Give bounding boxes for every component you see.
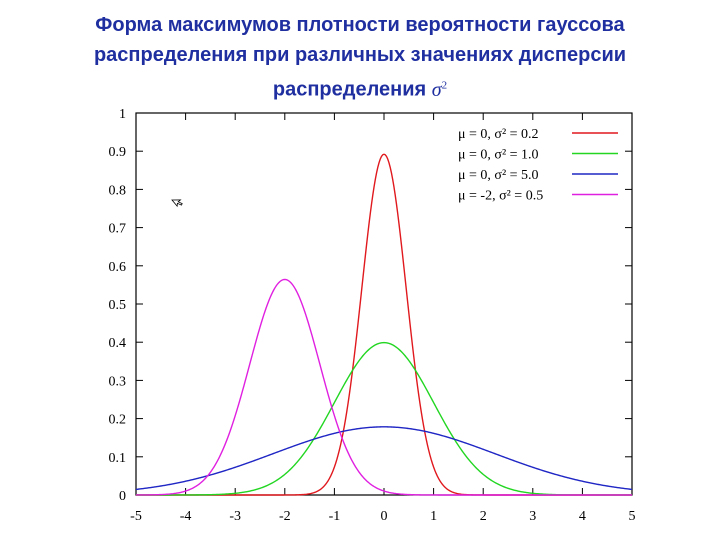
plot-frame xyxy=(135,112,633,496)
x-tick-label: 4 xyxy=(579,509,586,524)
legend-label: μ = 0, σ² = 0.2 xyxy=(458,127,539,142)
legend: μ = 0, σ² = 0.2 μ = 0, σ² = 1.0 μ = 0, σ² … xyxy=(458,127,618,204)
x-tick-label: 0 xyxy=(381,509,388,524)
y-tick-label: 0.5 xyxy=(109,298,127,313)
x-tick-label: 5 xyxy=(629,509,636,524)
x-tick-label: 2 xyxy=(480,509,487,524)
y-tick-label: 0.1 xyxy=(109,451,127,466)
y-tick-label: 0.4 xyxy=(109,336,127,351)
x-tick-label: -1 xyxy=(329,509,341,524)
x-tick-label: -5 xyxy=(130,509,142,524)
y-tick-label: 0.7 xyxy=(109,222,127,237)
y-tick-label: 0.8 xyxy=(109,183,127,198)
x-tick-label: 1 xyxy=(430,509,437,524)
axis-ticks xyxy=(135,112,633,496)
y-tick-label: 1 xyxy=(119,107,126,122)
y-tick-label: 0 xyxy=(119,489,126,504)
cursor-icon xyxy=(171,199,183,208)
series-line-4 xyxy=(136,278,632,496)
y-tick-label: 0.2 xyxy=(109,413,127,428)
sigma-symbol: σ2 xyxy=(432,79,447,101)
series-line-1 xyxy=(136,153,632,496)
page-title: Форма максимумов плотности вероятности г… xyxy=(0,10,720,105)
x-tick-label: 3 xyxy=(529,509,536,524)
title-line-1: Форма максимумов плотности вероятности г… xyxy=(95,14,625,36)
series-line-3 xyxy=(135,426,633,491)
title-line-3-text: распределения xyxy=(272,78,427,101)
curves xyxy=(135,153,633,496)
legend-label: μ = 0, σ² = 5.0 xyxy=(458,168,539,183)
x-tick-label: -2 xyxy=(279,509,291,524)
x-tick-label: -3 xyxy=(229,509,241,524)
sigma-symbol-letter: σ xyxy=(431,78,442,101)
legend-label: μ = 0, σ² = 1.0 xyxy=(458,148,539,163)
y-tick-label: 0.9 xyxy=(109,145,127,160)
sigma-symbol-sup: 2 xyxy=(441,79,448,91)
title-line-3: распределения σ2 xyxy=(0,70,720,105)
legend-label: μ = -2, σ² = 0.5 xyxy=(458,189,543,204)
y-tick-label: 0.6 xyxy=(109,260,127,275)
axis-tick-labels: -5 -4 -3 -2 -1 0 1 2 3 4 5 0 0.1 0.2 0.3 0.4 0.5 0.6 0.7 0.… xyxy=(109,107,636,524)
y-tick-label: 0.3 xyxy=(109,374,127,389)
x-tick-label: -4 xyxy=(180,509,192,524)
title-line-2: распределения при различных значениях ди… xyxy=(93,44,627,66)
